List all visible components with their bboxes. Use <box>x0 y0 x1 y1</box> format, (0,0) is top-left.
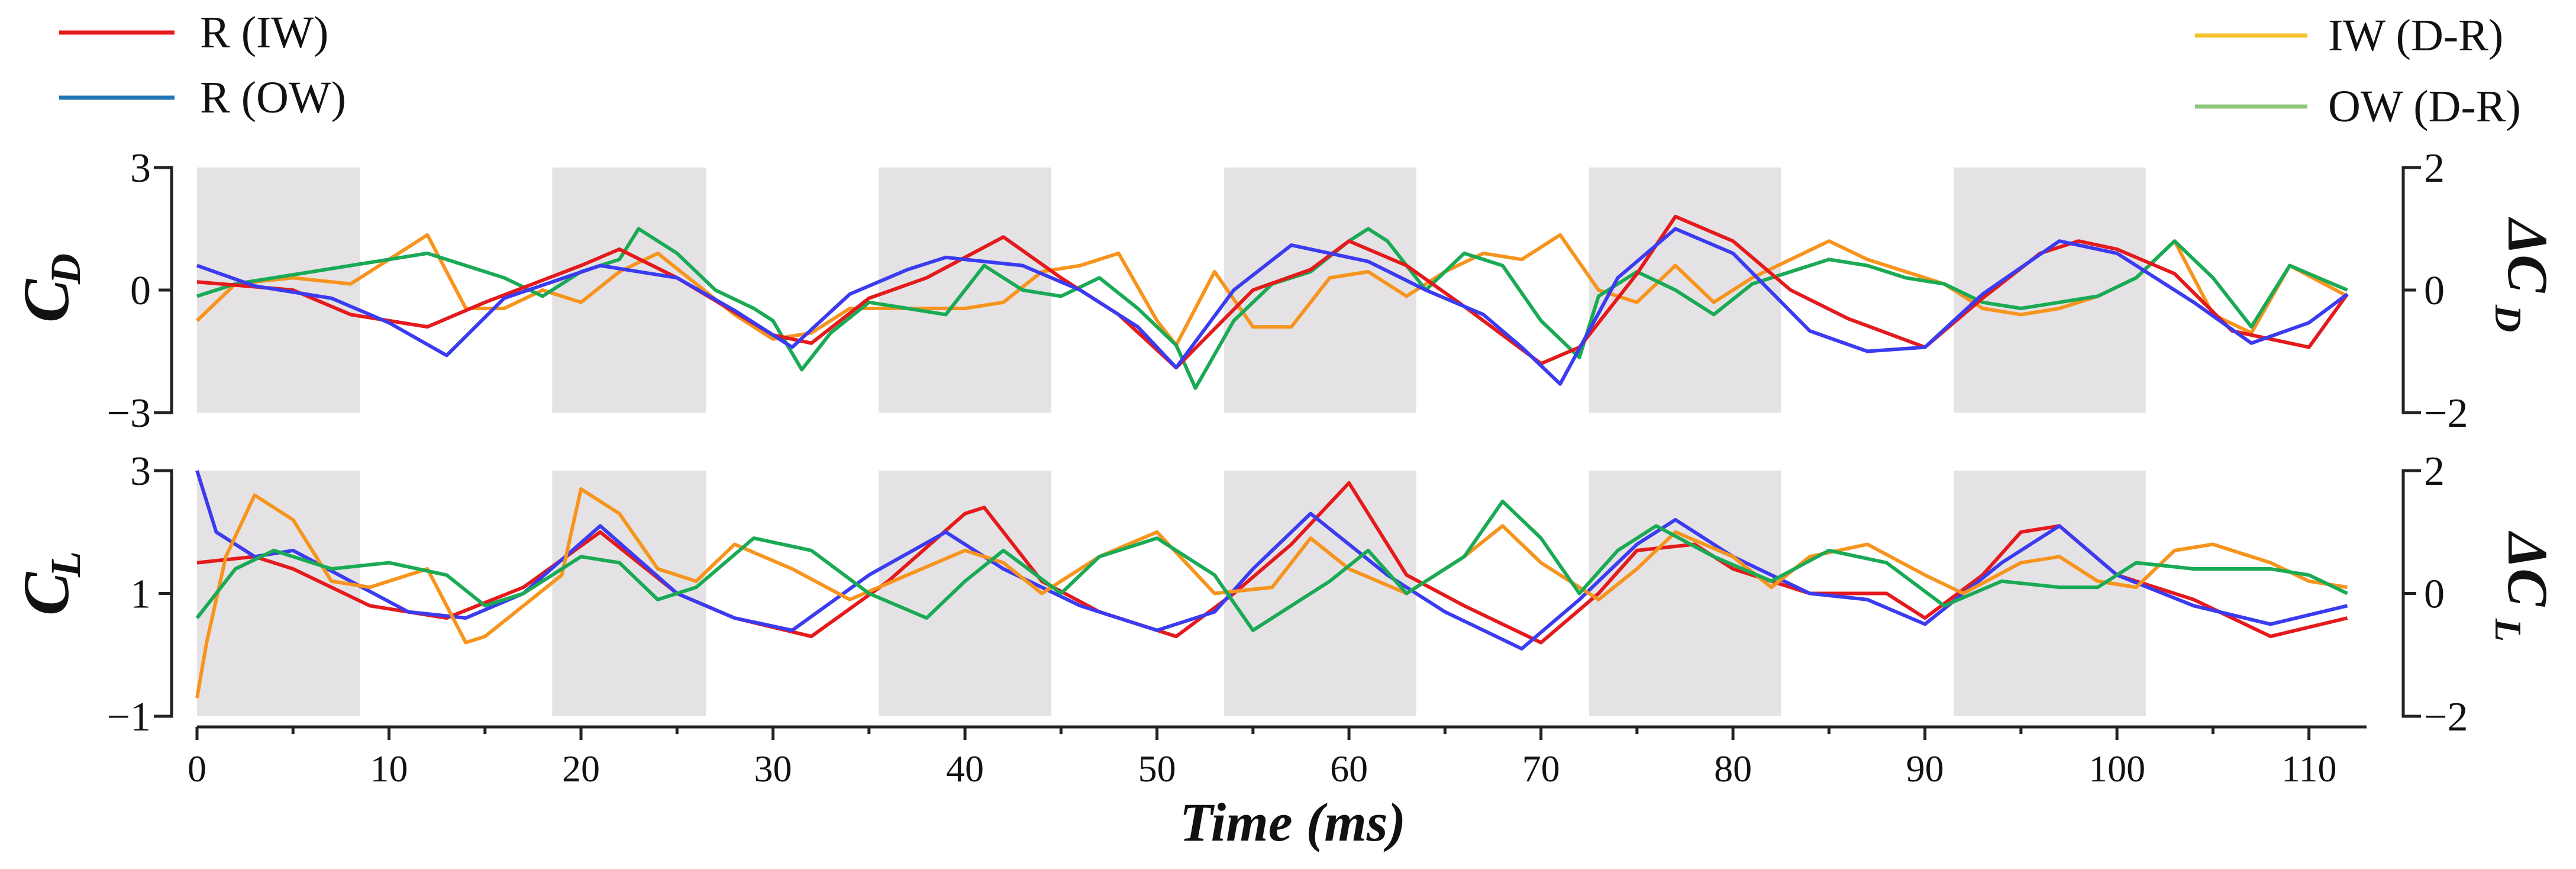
legend-label-r-ow: R (OW) <box>200 73 346 123</box>
x-tick-label: 60 <box>1330 748 1368 790</box>
x-tick-label: 40 <box>946 748 984 790</box>
shaded-interval <box>1954 168 2146 413</box>
drag-y-label: C D <box>10 253 89 323</box>
lift-right-label-sub: L <box>2487 618 2529 642</box>
shaded-interval <box>1224 471 1416 716</box>
right-tick-label: 0 <box>2424 268 2445 314</box>
lift-y-label: C L <box>10 551 89 616</box>
lift-right-label: ΔC L <box>2487 530 2559 642</box>
drag-right-label-main: ΔC <box>2496 217 2559 293</box>
x-axis-label: Time (ms) <box>1180 792 1406 852</box>
shaded-interval <box>879 471 1052 716</box>
left-tick-label: 1 <box>130 572 151 617</box>
series-line-iw-d-r <box>195 233 2348 347</box>
x-tick-label: 30 <box>754 748 792 790</box>
series-line-r-iw <box>196 481 2348 645</box>
lift-y-label-main: C <box>10 571 82 616</box>
drag-right-label: ΔC D <box>2487 217 2559 332</box>
x-axis: 0 10 20 30 40 50 60 70 80 90 100 110 <box>188 725 2367 790</box>
drag-y-label-main: C <box>10 278 82 323</box>
drag-right-label-sub: D <box>2487 304 2529 332</box>
right-tick-label: 2 <box>2424 449 2445 494</box>
x-tick-label: 110 <box>2281 748 2337 790</box>
x-tick-label: 0 <box>188 748 206 790</box>
shaded-interval <box>552 168 706 413</box>
x-tick-label: 20 <box>562 748 600 790</box>
left-tick-label: −3 <box>107 391 151 436</box>
left-tick-label: 0 <box>130 268 151 314</box>
right-tick-label: 2 <box>2424 146 2445 191</box>
x-tick-label: 10 <box>370 748 408 790</box>
shaded-interval <box>1954 471 2146 716</box>
series-line-r-ow <box>196 227 2349 386</box>
left-tick-label: −1 <box>107 694 151 740</box>
left-tick-label: 3 <box>130 449 151 494</box>
legend-label-ow-dr: OW (D-R) <box>2328 82 2521 131</box>
series-line-iw-d-r <box>195 487 2348 699</box>
shaded-interval <box>1589 471 1781 716</box>
lift-panel: 3 1 −1 2 0 −2 <box>107 449 2468 740</box>
shaded-interval <box>197 471 360 716</box>
x-tick-label: 80 <box>1714 748 1752 790</box>
right-tick-label: −2 <box>2424 694 2468 740</box>
legend: R (IW) R (OW) IW (D-R) OW (D-R) <box>59 8 2521 131</box>
series-line-ow-d-r <box>195 499 2348 632</box>
x-tick-label: 70 <box>1522 748 1560 790</box>
drag-panel: 3 0 −3 2 0 −2 <box>107 146 2468 436</box>
left-tick-label: 3 <box>130 146 151 191</box>
lift-y-label-sub: L <box>42 551 89 578</box>
right-tick-label: 0 <box>2424 572 2445 617</box>
x-tick-label: 50 <box>1138 748 1176 790</box>
x-tick-label: 90 <box>1906 748 1944 790</box>
x-tick-label: 100 <box>2088 748 2145 790</box>
drag-y-label-sub: D <box>42 253 89 285</box>
shaded-interval <box>1589 168 1781 413</box>
right-tick-label: −2 <box>2424 391 2468 436</box>
lift-right-label-main: ΔC <box>2496 530 2559 607</box>
legend-label-r-iw: R (IW) <box>200 8 328 57</box>
legend-label-iw-dr: IW (D-R) <box>2328 11 2503 60</box>
